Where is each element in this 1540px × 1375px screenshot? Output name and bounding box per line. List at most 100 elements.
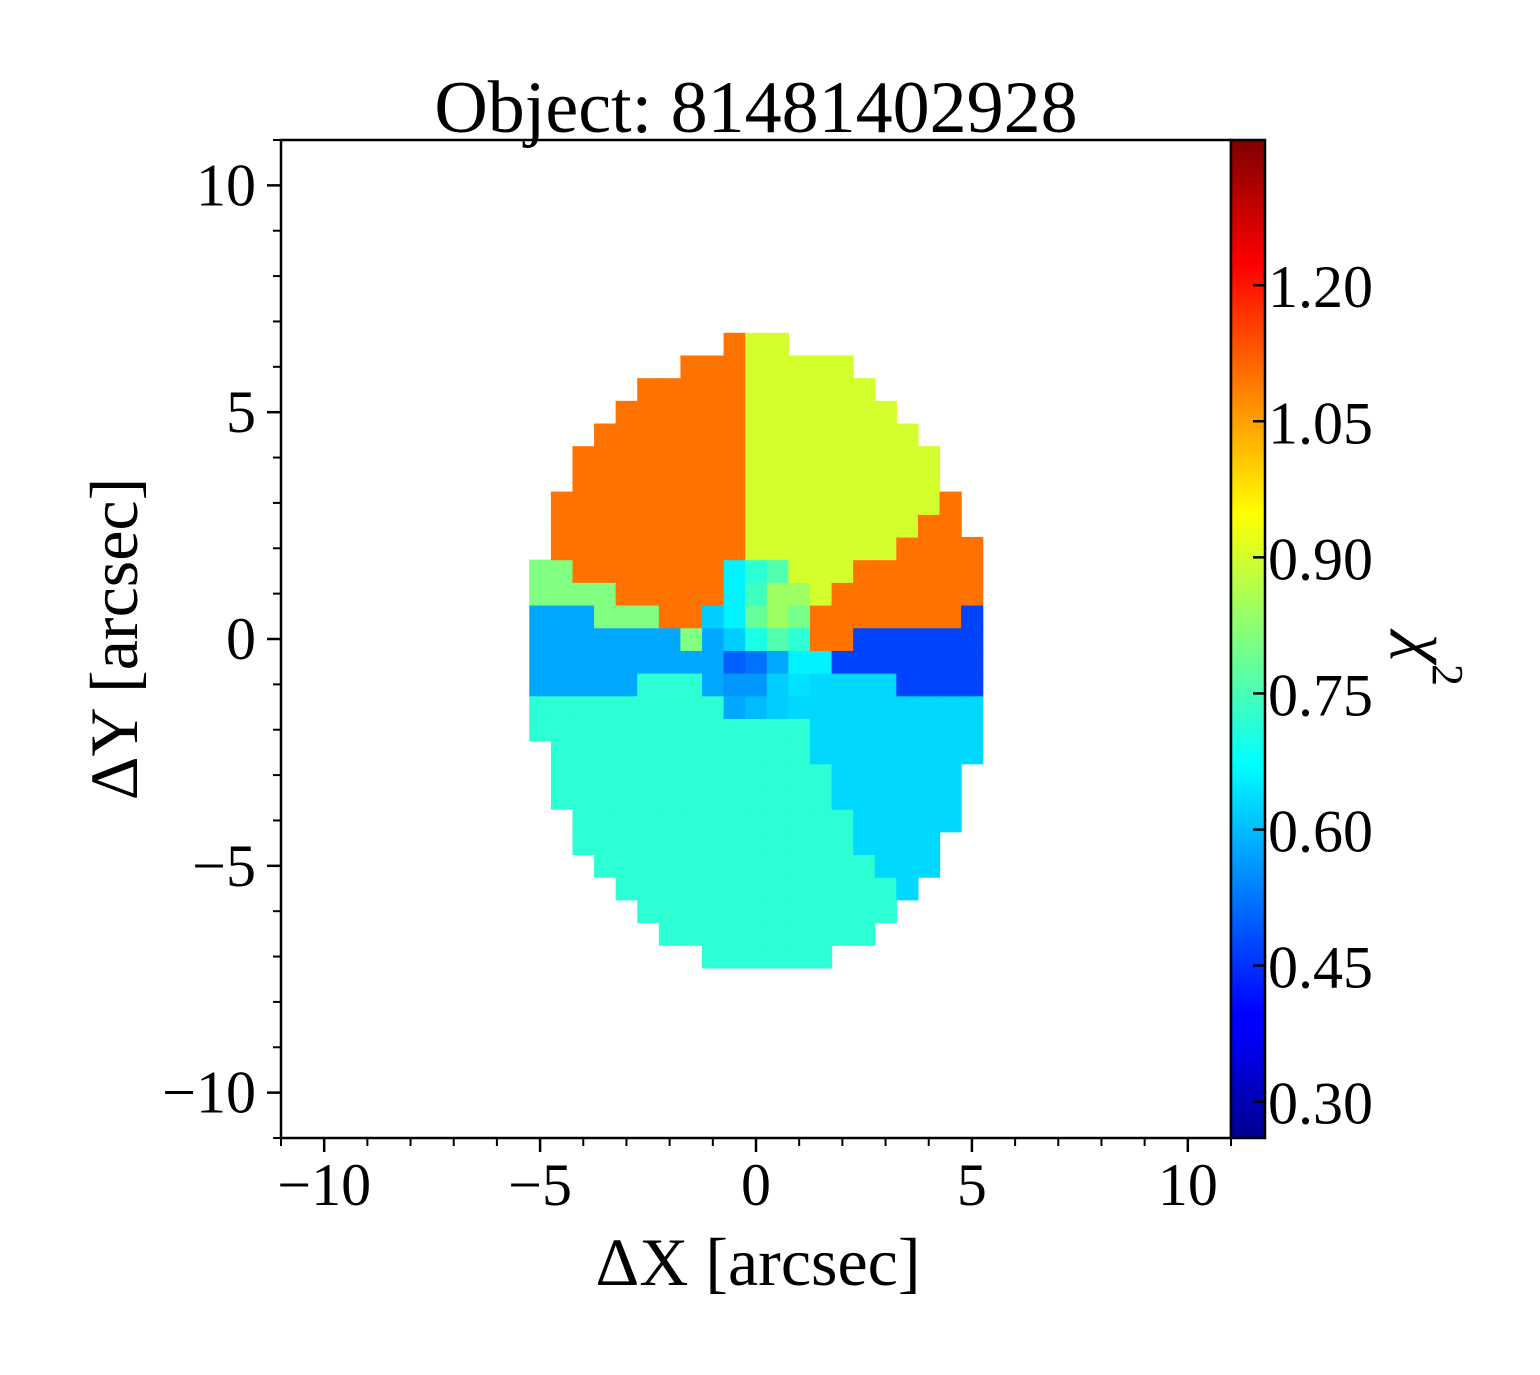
map-pixel bbox=[615, 559, 638, 583]
map-pixel bbox=[594, 763, 617, 788]
map-pixel bbox=[766, 899, 789, 924]
x-tick-label: −5 bbox=[508, 1152, 572, 1218]
map-pixel bbox=[658, 695, 682, 719]
map-pixel bbox=[723, 763, 746, 788]
map-pixel bbox=[680, 514, 703, 538]
map-pixel bbox=[594, 809, 617, 833]
map-pixel bbox=[939, 809, 962, 833]
map-pixel bbox=[831, 355, 854, 379]
map-pixel bbox=[961, 650, 984, 674]
map-pixel bbox=[896, 673, 919, 697]
map-pixel bbox=[896, 559, 919, 583]
map-pixel bbox=[874, 423, 897, 447]
map-pixel bbox=[853, 491, 876, 515]
map-pixel bbox=[723, 922, 746, 946]
map-pixel bbox=[896, 831, 919, 856]
colorbar-tick-label: 0.60 bbox=[1268, 799, 1373, 865]
map-pixel bbox=[680, 877, 703, 901]
map-pixel bbox=[745, 899, 768, 924]
map-pixel bbox=[939, 718, 962, 742]
map-pixel bbox=[723, 718, 746, 742]
map-pixel bbox=[658, 559, 682, 583]
map-pixel bbox=[831, 514, 854, 538]
map-pixel bbox=[831, 559, 854, 583]
map-pixel bbox=[702, 741, 725, 765]
map-pixel bbox=[766, 786, 789, 810]
map-pixel bbox=[939, 604, 962, 629]
map-pixel bbox=[723, 332, 746, 357]
colorbar-tick-label: 0.30 bbox=[1268, 1071, 1373, 1137]
map-pixel bbox=[702, 809, 725, 833]
map-pixel bbox=[702, 355, 725, 379]
map-pixel bbox=[745, 514, 768, 538]
map-pixel bbox=[874, 400, 897, 425]
map-pixel bbox=[788, 718, 811, 742]
map-pixel bbox=[961, 536, 984, 561]
map-pixel bbox=[529, 582, 552, 606]
map-pixel bbox=[594, 741, 617, 765]
map-pixel bbox=[961, 718, 984, 742]
map-pixel bbox=[853, 899, 876, 924]
map-pixel bbox=[809, 922, 833, 946]
map-pixel bbox=[637, 627, 660, 651]
map-pixel bbox=[917, 741, 941, 765]
map-pixel bbox=[637, 877, 660, 901]
map-pixel bbox=[809, 582, 833, 606]
map-pixel bbox=[766, 400, 789, 425]
map-pixel bbox=[702, 423, 725, 447]
map-pixel bbox=[572, 446, 595, 470]
map-pixel bbox=[745, 741, 768, 765]
map-pixel bbox=[702, 877, 725, 901]
map-pixel bbox=[939, 627, 962, 651]
map-pixel bbox=[572, 809, 595, 833]
map-pixel bbox=[702, 695, 725, 719]
colorbar-tick-label: 0.90 bbox=[1268, 526, 1373, 592]
map-pixel bbox=[572, 536, 595, 561]
map-pixel bbox=[961, 695, 984, 719]
map-pixel bbox=[723, 582, 746, 606]
map-pixel bbox=[788, 945, 811, 969]
map-pixel bbox=[896, 741, 919, 765]
chi2-map-pixels bbox=[529, 332, 984, 969]
map-pixel bbox=[723, 831, 746, 856]
map-pixel bbox=[766, 809, 789, 833]
map-pixel bbox=[658, 627, 682, 651]
map-pixel bbox=[637, 378, 660, 402]
map-pixel bbox=[831, 741, 854, 765]
map-pixel bbox=[896, 695, 919, 719]
map-pixel bbox=[831, 650, 854, 674]
map-pixel bbox=[723, 559, 746, 583]
map-pixel bbox=[702, 491, 725, 515]
map-pixel bbox=[788, 763, 811, 788]
map-pixel bbox=[658, 604, 682, 629]
map-pixel bbox=[658, 673, 682, 697]
map-pixel bbox=[896, 604, 919, 629]
map-pixel bbox=[874, 899, 897, 924]
map-pixel bbox=[874, 514, 897, 538]
map-pixel bbox=[809, 400, 833, 425]
map-pixel bbox=[766, 627, 789, 651]
map-pixel bbox=[853, 559, 876, 583]
map-pixel bbox=[831, 468, 854, 493]
map-pixel bbox=[572, 741, 595, 765]
map-pixel bbox=[831, 582, 854, 606]
map-pixel bbox=[917, 446, 941, 470]
map-pixel bbox=[723, 446, 746, 470]
map-pixel bbox=[917, 627, 941, 651]
map-pixel bbox=[723, 695, 746, 719]
map-pixel bbox=[745, 491, 768, 515]
map-pixel bbox=[745, 650, 768, 674]
map-pixel bbox=[572, 468, 595, 493]
y-tick-label: −5 bbox=[192, 833, 256, 899]
map-pixel bbox=[594, 582, 617, 606]
map-pixel bbox=[788, 877, 811, 901]
map-pixel bbox=[831, 718, 854, 742]
map-pixel bbox=[766, 718, 789, 742]
map-pixel bbox=[680, 741, 703, 765]
map-pixel bbox=[680, 536, 703, 561]
x-tick-label: 5 bbox=[957, 1152, 987, 1218]
map-pixel bbox=[658, 763, 682, 788]
map-pixel bbox=[637, 491, 660, 515]
map-pixel bbox=[896, 763, 919, 788]
map-pixel bbox=[766, 378, 789, 402]
